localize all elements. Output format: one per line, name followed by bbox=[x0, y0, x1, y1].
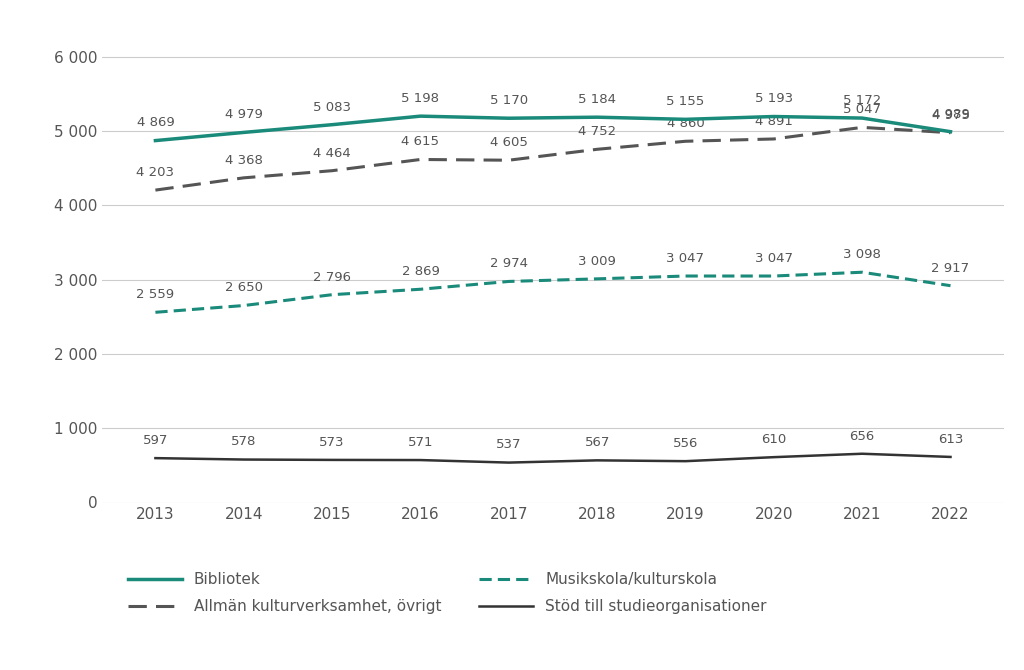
Text: 4 615: 4 615 bbox=[401, 135, 439, 148]
Text: 5 047: 5 047 bbox=[843, 103, 882, 117]
Text: 2 917: 2 917 bbox=[932, 261, 970, 275]
Text: 4 975: 4 975 bbox=[932, 109, 970, 122]
Text: 656: 656 bbox=[850, 429, 874, 443]
Text: 3 098: 3 098 bbox=[843, 248, 881, 261]
Legend: Bibliotek, Allmän kulturverksamhet, övrigt, Musikskola/kulturskola, Stöd till st: Bibliotek, Allmän kulturverksamhet, övri… bbox=[128, 572, 767, 614]
Text: 4 979: 4 979 bbox=[225, 109, 263, 121]
Text: 4 752: 4 752 bbox=[579, 125, 616, 138]
Text: 4 989: 4 989 bbox=[932, 108, 970, 121]
Text: 2 974: 2 974 bbox=[489, 257, 527, 270]
Text: 4 891: 4 891 bbox=[755, 115, 793, 128]
Text: 5 170: 5 170 bbox=[489, 94, 527, 107]
Text: 597: 597 bbox=[142, 434, 168, 447]
Text: 2 650: 2 650 bbox=[224, 281, 263, 294]
Text: 3 047: 3 047 bbox=[755, 252, 793, 265]
Text: 578: 578 bbox=[231, 436, 256, 448]
Text: 4 605: 4 605 bbox=[489, 136, 527, 149]
Text: 5 172: 5 172 bbox=[843, 94, 882, 107]
Text: 610: 610 bbox=[761, 433, 786, 446]
Text: 5 193: 5 193 bbox=[755, 92, 793, 105]
Text: 3 047: 3 047 bbox=[667, 252, 705, 265]
Text: 613: 613 bbox=[938, 433, 964, 446]
Text: 2 559: 2 559 bbox=[136, 288, 174, 302]
Text: 5 083: 5 083 bbox=[313, 100, 351, 114]
Text: 4 368: 4 368 bbox=[225, 153, 263, 167]
Text: 567: 567 bbox=[585, 436, 610, 450]
Text: 2 796: 2 796 bbox=[313, 271, 351, 283]
Text: 2 869: 2 869 bbox=[401, 265, 439, 278]
Text: 4 203: 4 203 bbox=[136, 166, 174, 179]
Text: 5 184: 5 184 bbox=[579, 93, 616, 106]
Text: 4 860: 4 860 bbox=[667, 117, 705, 130]
Text: 571: 571 bbox=[408, 436, 433, 449]
Text: 3 009: 3 009 bbox=[579, 255, 616, 268]
Text: 4 464: 4 464 bbox=[313, 147, 351, 159]
Text: 5 198: 5 198 bbox=[401, 92, 439, 105]
Text: 573: 573 bbox=[319, 436, 345, 449]
Text: 556: 556 bbox=[673, 437, 698, 450]
Text: 537: 537 bbox=[496, 438, 521, 452]
Text: 4 869: 4 869 bbox=[136, 117, 174, 129]
Text: 5 155: 5 155 bbox=[667, 95, 705, 109]
